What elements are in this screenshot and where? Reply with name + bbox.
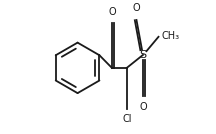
Text: O: O (139, 102, 147, 111)
Text: O: O (108, 7, 116, 17)
Text: O: O (133, 3, 140, 14)
Text: CH₃: CH₃ (161, 31, 179, 40)
Text: Cl: Cl (122, 114, 132, 124)
Text: S: S (139, 50, 146, 60)
